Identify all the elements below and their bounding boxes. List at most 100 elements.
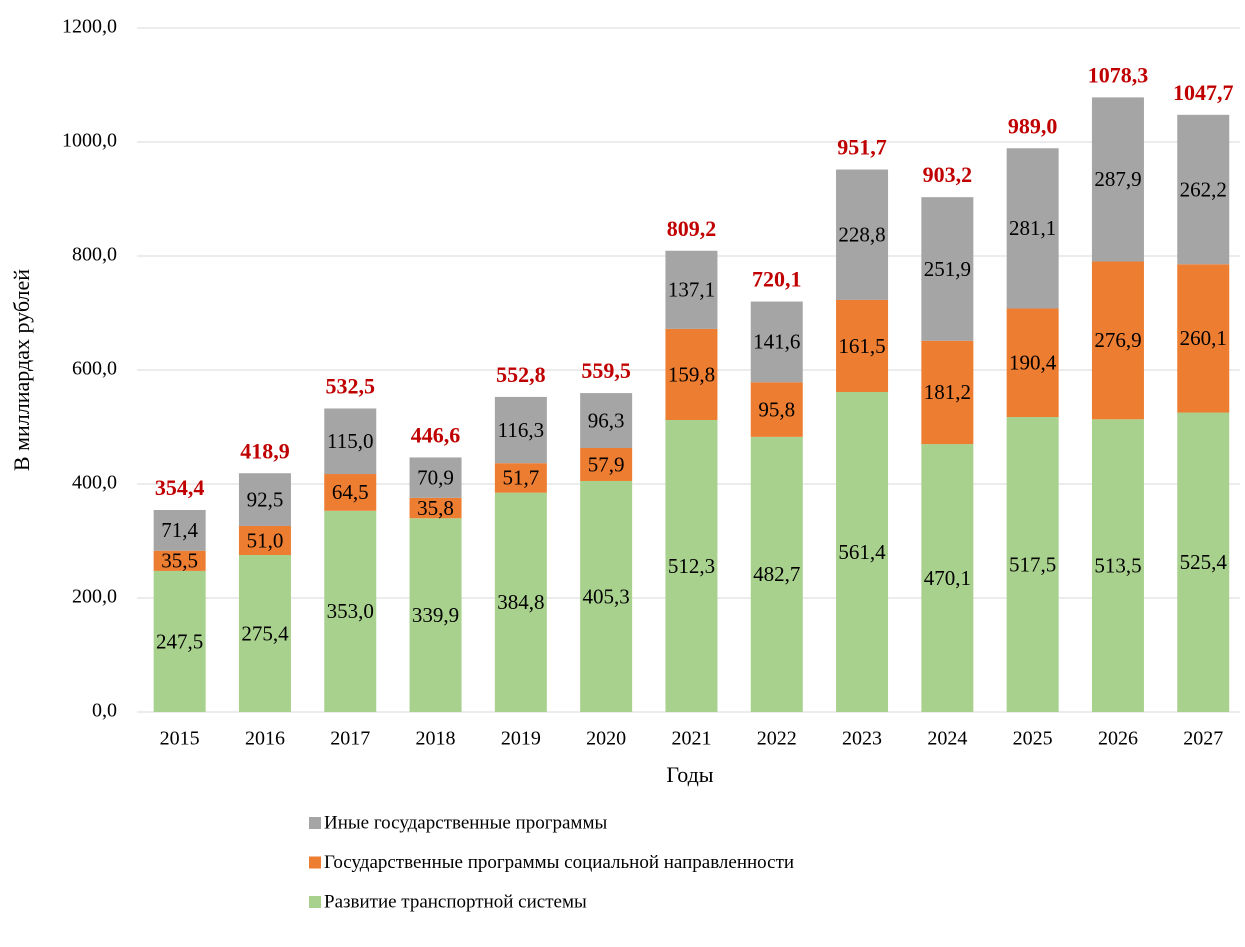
value-label: 247,5 [156,629,203,653]
total-label: 1078,3 [1088,62,1149,87]
legend-label: Государственные программы социальной нап… [324,852,794,873]
bar-segment [1177,412,1230,712]
total-label: 354,4 [155,475,205,500]
bar-segment [836,169,889,300]
bar-segment [324,510,377,712]
bar-segment [238,555,291,712]
value-label: 92,5 [247,487,284,511]
y-tick-label: 400,0 [72,472,117,494]
bar-segment [750,436,803,712]
x-tick-label: 2018 [416,728,456,750]
value-label: 35,8 [417,496,454,520]
value-label: 339,9 [412,603,459,627]
bar-segment [750,301,803,383]
total-label: 809,2 [667,216,717,241]
y-tick-label: 0,0 [92,700,117,722]
bar-segment [921,444,974,712]
value-label: 561,4 [838,540,886,564]
bar-segment [1006,308,1059,418]
total-label: 720,1 [752,267,802,292]
legend-swatch [309,856,321,869]
value-label: 287,9 [1094,167,1141,191]
total-label: 903,2 [923,162,973,187]
legend-label: Развитие транспортной системы [324,891,587,912]
bar-segment [1091,419,1144,712]
value-label: 71,4 [161,518,198,542]
bar-segment [409,518,462,712]
value-label: 181,2 [924,380,971,404]
y-tick-label: 800,0 [72,244,117,266]
bar-segment [836,299,889,393]
legend-label: Иные государственные программы [324,812,607,833]
y-tick-label: 1200,0 [62,16,117,38]
bar-segment [494,463,547,493]
value-label: 281,1 [1009,216,1056,240]
value-label: 260,1 [1180,326,1227,350]
total-label: 559,5 [581,358,631,383]
bar-segment [409,497,462,519]
bar-segment [665,250,718,329]
x-axis-label: Годы [666,762,713,787]
value-label: 513,5 [1094,553,1141,577]
value-label: 276,9 [1094,328,1141,352]
x-tick-label: 2026 [1098,728,1138,750]
value-label: 95,8 [758,397,795,421]
value-label: 482,7 [753,562,800,586]
x-tick-label: 2019 [501,728,541,750]
total-label: 552,8 [496,362,546,387]
legend-swatch [309,817,321,829]
y-axis-label: В миллиардах рублей [9,269,34,471]
value-label: 251,9 [924,257,971,281]
bar-segment [153,570,206,712]
total-label: 951,7 [837,135,887,160]
x-tick-label: 2022 [757,728,797,750]
value-label: 512,3 [668,554,715,578]
bar-segment [580,480,633,712]
bar-segment [324,408,377,475]
bar-segment [580,447,633,481]
value-label: 116,3 [498,418,544,442]
bar-segment [494,492,547,712]
x-tick-label: 2027 [1183,728,1223,750]
value-label: 517,5 [1009,552,1056,576]
value-label: 262,2 [1180,177,1227,201]
total-label: 446,6 [411,422,461,447]
value-label: 115,0 [327,429,373,453]
value-label: 470,1 [924,566,971,590]
x-tick-label: 2016 [245,728,285,750]
bar-segment [921,340,974,445]
bar-segment [324,474,377,511]
value-label: 35,5 [161,549,198,573]
y-tick-label: 1000,0 [62,130,117,152]
bar-segment [1006,417,1059,712]
total-label: 1047,7 [1173,80,1234,105]
bar-segment [153,509,206,551]
x-tick-label: 2015 [160,728,200,750]
value-label: 228,8 [838,223,885,247]
value-label: 51,7 [502,466,539,490]
x-tick-label: 2024 [927,728,967,750]
bar-segment [665,328,718,420]
value-label: 159,8 [668,362,715,386]
legend-swatch [309,896,321,908]
value-label: 137,1 [668,278,715,302]
bar-segment [836,392,889,712]
value-label: 57,9 [588,452,625,476]
value-label: 275,4 [241,621,289,645]
value-label: 190,4 [1009,351,1057,375]
total-label: 418,9 [240,438,290,463]
total-label: 532,5 [326,374,376,399]
x-tick-label: 2025 [1013,728,1053,750]
bar-segment [1006,148,1059,309]
bar-segment [409,457,462,498]
y-tick-label: 600,0 [72,358,117,380]
value-label: 141,6 [753,330,800,354]
value-label: 51,0 [247,528,284,552]
y-tick-label: 200,0 [72,586,117,608]
bar-segment [494,396,547,464]
value-label: 96,3 [588,408,625,432]
x-tick-label: 2021 [671,728,711,750]
value-label: 70,9 [417,465,454,489]
value-label: 525,4 [1180,550,1228,574]
x-tick-label: 2020 [586,728,626,750]
